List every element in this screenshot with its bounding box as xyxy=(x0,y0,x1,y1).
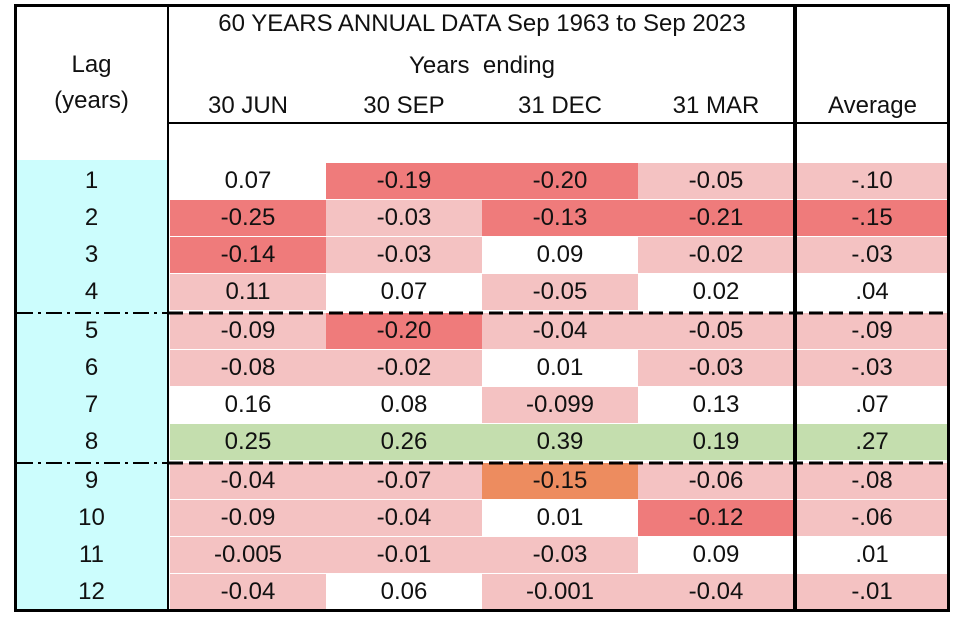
lag-cell: 5 xyxy=(84,317,99,344)
value-cell-30-jun: -0.14 xyxy=(170,237,326,273)
value-cell-31-dec: -0.20 xyxy=(482,163,638,199)
value-cell-30-jun: -0.04 xyxy=(170,463,326,499)
value-cell-30-sep: -0.20 xyxy=(326,313,482,349)
table-subtitle: Years ending xyxy=(409,52,555,79)
value-cell-30-sep: -0.03 xyxy=(326,200,482,236)
average-cell: .07 xyxy=(797,387,947,423)
lag-cell: 3 xyxy=(84,241,99,268)
value-cell-30-jun: -0.09 xyxy=(170,313,326,349)
average-column-divider xyxy=(793,4,797,612)
value-cell-30-jun: -0.25 xyxy=(170,200,326,236)
value-cell-30-sep: -0.02 xyxy=(326,350,482,386)
value-cell-31-mar: 0.19 xyxy=(638,424,794,460)
lag-cell: 8 xyxy=(84,428,99,455)
value-cell-31-mar: -0.02 xyxy=(638,237,794,273)
value-cell-31-dec: 0.09 xyxy=(482,237,638,273)
column-header-30-jun: 30 JUN xyxy=(207,92,289,119)
average-cell: -.09 xyxy=(797,313,947,349)
value-cell-31-dec: 0.01 xyxy=(482,350,638,386)
average-cell: .27 xyxy=(797,424,947,460)
lag-column-background xyxy=(16,160,167,610)
lag-cell: 6 xyxy=(84,354,99,381)
outer-border-right xyxy=(947,4,950,612)
outer-border-top xyxy=(14,4,950,7)
value-cell-31-dec: 0.39 xyxy=(482,424,638,460)
outer-border-left xyxy=(14,4,17,612)
average-cell: .01 xyxy=(797,537,947,573)
value-cell-31-dec: -0.15 xyxy=(482,463,638,499)
lag-header-line1: Lag xyxy=(71,51,112,78)
value-cell-31-dec: 0.01 xyxy=(482,500,638,536)
outer-border-bottom xyxy=(14,609,950,612)
value-cell-30-sep: -0.07 xyxy=(326,463,482,499)
lag-cell: 1 xyxy=(84,167,99,194)
value-cell-31-mar: 0.13 xyxy=(638,387,794,423)
value-cell-30-jun: -0.08 xyxy=(170,350,326,386)
column-header-average: Average xyxy=(828,92,917,119)
value-cell-31-mar: 0.09 xyxy=(638,537,794,573)
value-cell-31-mar: -0.12 xyxy=(638,500,794,536)
average-cell: -.03 xyxy=(797,237,947,273)
lag-cell: 12 xyxy=(78,578,105,605)
value-cell-31-mar: -0.04 xyxy=(638,574,794,610)
lag-cell: 10 xyxy=(78,504,105,531)
average-cell: -.08 xyxy=(797,463,947,499)
column-header-30-sep: 30 SEP xyxy=(363,92,445,119)
value-cell-31-mar: -0.05 xyxy=(638,313,794,349)
header-divider-main xyxy=(169,122,793,124)
value-cell-31-dec: -0.001 xyxy=(482,574,638,610)
lag-cell: 7 xyxy=(84,391,99,418)
average-cell: -.03 xyxy=(797,350,947,386)
value-cell-31-dec: -0.04 xyxy=(482,313,638,349)
table-title: 60 YEARS ANNUAL DATA Sep 1963 to Sep 202… xyxy=(218,10,746,37)
column-header-31-dec: 31 DEC xyxy=(517,92,603,119)
average-cell: -.01 xyxy=(797,574,947,610)
value-cell-30-sep: -0.04 xyxy=(326,500,482,536)
value-cell-31-dec: -0.099 xyxy=(482,387,638,423)
column-header-31-mar: 31 MAR xyxy=(672,92,760,119)
value-cell-30-sep: -0.01 xyxy=(326,537,482,573)
value-cell-30-jun: 0.16 xyxy=(170,387,326,423)
value-cell-31-dec: -0.05 xyxy=(482,274,638,310)
value-cell-30-jun: -0.04 xyxy=(170,574,326,610)
value-cell-30-jun: 0.11 xyxy=(170,274,326,310)
value-cell-31-mar: 0.02 xyxy=(638,274,794,310)
lag-header-line2: (years) xyxy=(54,87,129,114)
lag-cell: 2 xyxy=(84,204,99,231)
value-cell-30-sep: 0.26 xyxy=(326,424,482,460)
value-cell-30-jun: -0.005 xyxy=(170,537,326,573)
value-cell-30-sep: 0.07 xyxy=(326,274,482,310)
header-divider-average xyxy=(797,122,947,124)
value-cell-30-sep: 0.06 xyxy=(326,574,482,610)
value-cell-30-jun: 0.07 xyxy=(170,163,326,199)
value-cell-30-jun: -0.09 xyxy=(170,500,326,536)
value-cell-30-jun: 0.25 xyxy=(170,424,326,460)
average-cell: .04 xyxy=(797,274,947,310)
value-cell-30-sep: -0.03 xyxy=(326,237,482,273)
value-cell-31-mar: -0.21 xyxy=(638,200,794,236)
value-cell-31-mar: -0.03 xyxy=(638,350,794,386)
value-cell-30-sep: 0.08 xyxy=(326,387,482,423)
average-cell: -.06 xyxy=(797,500,947,536)
value-cell-31-dec: -0.03 xyxy=(482,537,638,573)
average-cell: -.15 xyxy=(797,200,947,236)
average-cell: -.10 xyxy=(797,163,947,199)
value-cell-31-dec: -0.13 xyxy=(482,200,638,236)
value-cell-30-sep: -0.19 xyxy=(326,163,482,199)
lag-cell: 4 xyxy=(84,278,99,305)
lag-cell: 9 xyxy=(84,467,99,494)
value-cell-31-mar: -0.05 xyxy=(638,163,794,199)
lag-column-divider xyxy=(167,4,169,612)
value-cell-31-mar: -0.06 xyxy=(638,463,794,499)
lag-cell: 11 xyxy=(79,541,104,568)
lag-correlation-table: 60 YEARS ANNUAL DATA Sep 1963 to Sep 202… xyxy=(14,4,950,612)
